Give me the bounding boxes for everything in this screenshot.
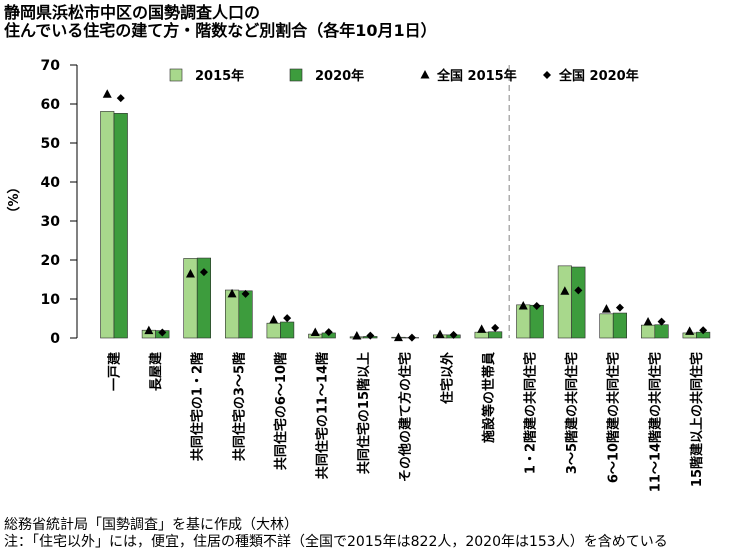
x-tick-label: 共同住宅の6～10階 [273, 352, 289, 470]
x-tick-labels: 一戸建 長屋建 共同住宅の1・2階 共同住宅の3～5階 共同住宅の6～10階 共同住宅の1… [107, 352, 705, 492]
legend-label-national-2020: 全国 2020年 [558, 68, 639, 84]
x-tick-label: 共同住宅の3～5階 [231, 352, 247, 461]
bar-2015-11 [557, 265, 572, 339]
national-2015-triangle-marker-6 [352, 331, 362, 340]
x-tick-label: 長屋建 [148, 352, 164, 391]
national-2015-triangle-marker-2 [185, 269, 195, 278]
bar-2020-4 [280, 321, 295, 339]
national-2020-diamond-marker-1 [158, 328, 167, 337]
bar-2020-11 [571, 266, 586, 339]
national-2020-diamond-marker-5 [324, 328, 333, 337]
national-2020-diamond-marker-4 [283, 314, 292, 323]
national-2015-triangle-marker-8 [435, 329, 445, 338]
x-tick-label: 6～10階建の共同住宅 [606, 352, 622, 483]
national-2020-diamond-marker-7 [407, 333, 416, 342]
bar-2015-9 [474, 331, 489, 339]
x-tick-label: 共同住宅の15階以上 [356, 352, 372, 474]
bar-2020-9 [488, 331, 503, 339]
y-tick-label: 70 [41, 58, 61, 74]
national-2015-triangle-marker-9 [477, 324, 487, 333]
source-note: 総務省統計局「国勢調査」を基に作成（大林） [4, 516, 298, 533]
bar-2015-10 [516, 304, 531, 339]
y-ticks: 0 10 20 30 40 50 60 70 [41, 58, 77, 347]
bar-2020-0 [113, 113, 128, 339]
y-tick-label: 20 [41, 253, 61, 269]
x-tick-label: 共同住宅の1・2階 [190, 352, 206, 461]
y-tick-label: 50 [41, 136, 61, 152]
chart-title-line-1: 静岡県浜松市中区の国勢調査人口の [4, 3, 260, 22]
legend-diamond-icon [543, 71, 551, 79]
national-2020-diamond-marker-13 [657, 317, 666, 326]
x-tick-label: 共同住宅の11～14階 [315, 352, 331, 479]
bar-2020-2 [196, 257, 211, 339]
bars [100, 111, 711, 339]
bar-2020-12 [612, 312, 628, 339]
y-tick-label: 0 [50, 331, 60, 347]
bar-2020-10 [529, 304, 544, 339]
national-2020-diamond-marker-2 [199, 268, 208, 277]
national-2020-diamond-marker-6 [366, 331, 375, 340]
legend-label-national-2015: 全国 2015年 [436, 68, 517, 84]
legend-label-2015: 2015年 [195, 68, 244, 84]
y-tick-label: 30 [41, 214, 61, 230]
national-2015-triangle-marker-11 [560, 286, 570, 295]
national-2015-triangle-marker-5 [310, 327, 320, 337]
x-tick-label: 施設等の世帯員 [481, 352, 497, 443]
national-2020-diamond-marker-12 [615, 303, 624, 312]
legend-label-2020: 2020年 [315, 68, 364, 84]
national-markers [102, 89, 708, 342]
bar-2015-0 [100, 111, 115, 339]
national-2015-triangle-marker-12 [601, 304, 611, 313]
national-2015-triangle-marker-4 [269, 315, 279, 324]
national-2015-triangle-marker-0 [102, 89, 112, 98]
x-tick-label: 15階建以上の共同住宅 [689, 352, 705, 487]
national-2015-triangle-marker-14 [685, 326, 695, 335]
national-2020-diamond-marker-8 [449, 330, 458, 339]
y-axis-label: （%） [6, 180, 22, 219]
y-tick-label: 40 [41, 175, 61, 191]
national-2015-triangle-marker-1 [144, 325, 154, 335]
legend-swatch-2015 [169, 68, 183, 82]
x-tick-label: 1・2階建の共同住宅 [523, 352, 539, 474]
legend: 2015年 2020年 全国 2015年 全国 2020年 [169, 68, 639, 84]
x-tick-label: 3～5階建の共同住宅 [564, 352, 580, 474]
y-tick-label: 10 [41, 292, 61, 308]
x-tick-label: その他の建て方の住宅 [398, 352, 414, 482]
national-2020-diamond-marker-9 [491, 323, 500, 332]
x-tick-label: 11～14階建の共同住宅 [647, 352, 663, 492]
national-2015-triangle-marker-13 [643, 317, 653, 326]
x-tick-label: 一戸建 [107, 352, 123, 391]
national-2020-diamond-marker-3 [241, 289, 250, 298]
bar-2015-13 [640, 324, 656, 339]
national-2020-diamond-marker-11 [574, 286, 583, 295]
x-tick-label: 住宅以外 [439, 352, 455, 404]
bar-2015-12 [599, 313, 614, 339]
footnote: 注：「住宅以外」には，便宜，住居の種類不詳（全国で2015年は822人，2020… [4, 533, 668, 550]
chart-title-line-2: 住んでいる住宅の建て方・階数など別割合（各年10月1日） [4, 21, 437, 40]
national-2020-diamond-marker-10 [532, 302, 541, 311]
y-tick-label: 60 [41, 97, 61, 113]
national-2015-triangle-marker-10 [518, 301, 528, 310]
national-2020-diamond-marker-14 [699, 326, 708, 335]
national-2015-triangle-marker-3 [227, 288, 237, 298]
legend-triangle-icon [420, 70, 430, 79]
national-2020-diamond-marker-0 [116, 94, 125, 103]
bar-2020-13 [654, 324, 669, 339]
bar-2015-4 [266, 322, 281, 339]
national-2015-triangle-marker-7 [393, 332, 403, 342]
legend-swatch-2020 [289, 68, 303, 82]
